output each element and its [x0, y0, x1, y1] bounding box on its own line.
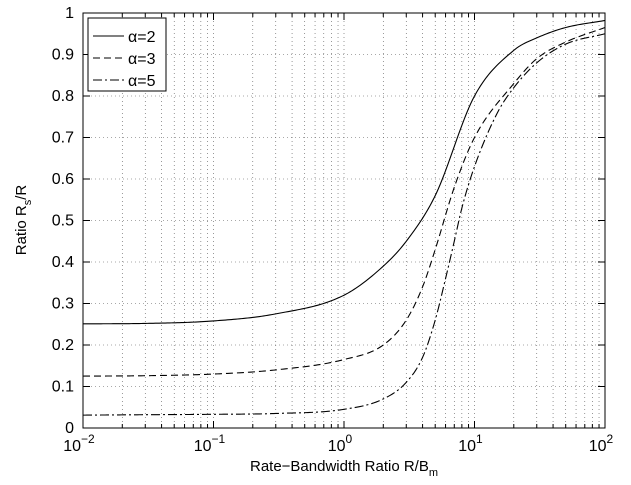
series-line-3	[82, 33, 606, 416]
legend: α=2 α=3 α=5	[87, 17, 167, 92]
y-tick-label: 0.7	[52, 130, 74, 147]
x-tick-label: 100	[328, 432, 353, 455]
y-tick-label: 0.3	[52, 296, 74, 313]
x-tick-label: 102	[589, 432, 614, 455]
y-tick-label: 0.2	[52, 337, 74, 354]
x-tick-label: 10−1	[194, 432, 226, 455]
grid-layer	[83, 13, 605, 428]
legend-label-2: α=3	[128, 51, 156, 68]
y-tick-label: 0	[65, 420, 74, 437]
series-line-1	[82, 19, 606, 325]
tick-label-layer: 0 0.1 0.2 0.3 0.4 0.5 0.6 0.7 0.8 0.9 1 10−2 10−1 100…	[52, 5, 614, 455]
y-tick-label: 0.5	[52, 213, 74, 230]
x-tick-label: 10−2	[63, 432, 95, 455]
y-tick-label: 0.8	[52, 88, 74, 105]
x-axis-label: Rate−Bandwidth Ratio R/Bm	[250, 458, 438, 479]
y-tick-label: 1	[65, 5, 74, 22]
y-tick-label: 0.1	[52, 379, 74, 396]
legend-label-1: α=2	[128, 29, 156, 46]
y-tick-label: 0.4	[52, 254, 74, 271]
y-axis-label: Ratio Rs/R	[13, 185, 34, 256]
legend-box	[87, 17, 167, 92]
series-layer	[82, 19, 606, 416]
series-line-2	[82, 27, 606, 377]
tick-layer	[82, 12, 605, 429]
y-tick-label: 0.9	[52, 47, 74, 64]
y-tick-label: 0.6	[52, 171, 74, 188]
x-tick-label: 101	[458, 432, 483, 455]
legend-label-3: α=5	[128, 73, 156, 90]
x-axis-label-subscript: m	[429, 467, 438, 479]
